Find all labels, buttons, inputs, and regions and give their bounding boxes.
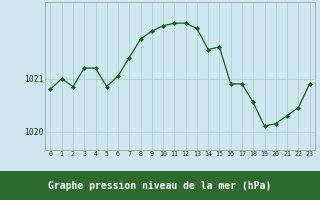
Text: Graphe pression niveau de la mer (hPa): Graphe pression niveau de la mer (hPa) — [48, 180, 272, 191]
